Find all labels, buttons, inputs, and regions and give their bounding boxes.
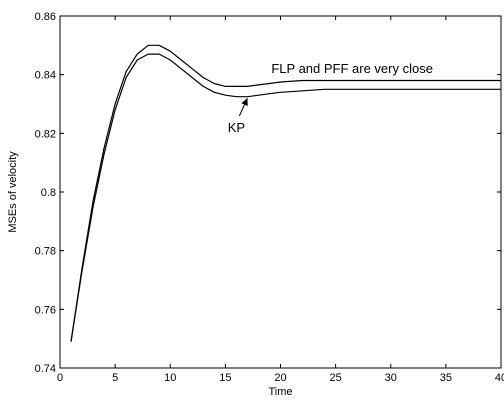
x-axis-label: Time <box>268 386 292 398</box>
x-tick-label: 15 <box>219 372 231 384</box>
x-tick-label: 35 <box>440 372 452 384</box>
x-tick-label: 25 <box>330 372 342 384</box>
y-tick-label: 0.74 <box>35 363 56 375</box>
y-tick-label: 0.82 <box>35 128 56 140</box>
series-group <box>70 44 501 342</box>
y-axis-label: MSEs of velocity <box>7 151 19 233</box>
y-tick-label: 0.8 <box>41 187 56 199</box>
series-line-1 <box>70 44 501 342</box>
x-tick-label: 5 <box>112 372 118 384</box>
annotation-flp-pff-close: FLP and PFF are very close <box>271 61 433 76</box>
x-tick-label: 30 <box>385 372 397 384</box>
y-tick-label: 0.84 <box>35 70 56 82</box>
annotation-kp: KP <box>228 120 245 135</box>
annotation-kp-arrowhead <box>241 98 248 107</box>
plot-area-frame <box>59 15 502 369</box>
x-tick-label: 10 <box>164 372 176 384</box>
x-tick-label: 40 <box>495 372 504 384</box>
y-tick-label: 0.86 <box>35 11 56 23</box>
x-tick-label: 0 <box>57 372 63 384</box>
series-line-2 <box>70 53 501 342</box>
y-tick-label: 0.78 <box>35 246 56 258</box>
x-axis-ticks: 0 5 10 15 20 25 30 35 40 <box>57 16 504 384</box>
annotation-group: FLP and PFF are very close KP <box>228 61 433 135</box>
y-axis-ticks: 0.74 0.76 0.78 0.8 0.82 0.84 0.86 <box>35 11 501 375</box>
x-tick-label: 20 <box>274 372 286 384</box>
y-tick-label: 0.76 <box>35 304 56 316</box>
